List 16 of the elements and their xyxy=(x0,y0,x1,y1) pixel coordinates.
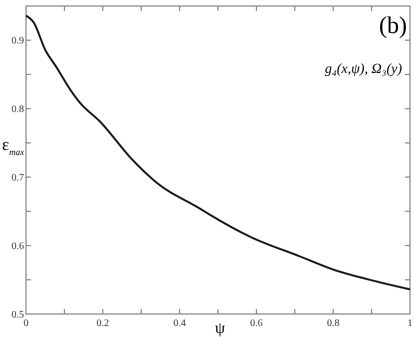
x-tick-label: 0.4 xyxy=(173,318,186,329)
x-tick-label: 1 xyxy=(408,318,412,329)
y-tick-label: 0.6 xyxy=(12,241,24,252)
annotation: g₄(x,ψ), Ω₃(y) xyxy=(324,62,402,77)
y-axis-title: ε$_{max}$ xyxy=(2,135,24,157)
y-tick-label: 0.5 xyxy=(12,310,24,320)
x-tick-label: 0 xyxy=(24,318,28,329)
annotation: (b) xyxy=(379,13,407,39)
y-tick-label: 0.7 xyxy=(12,172,24,184)
x-tick-label: 0.6 xyxy=(250,318,263,329)
x-tick-label: 0.8 xyxy=(326,318,340,329)
x-tick-label: 0.2 xyxy=(96,318,110,329)
y-tick-label: 0.9 xyxy=(12,36,24,47)
x-axis-title: ψ xyxy=(214,320,226,337)
line-series xyxy=(25,14,411,290)
y-tick-label: 0.8 xyxy=(12,104,24,116)
